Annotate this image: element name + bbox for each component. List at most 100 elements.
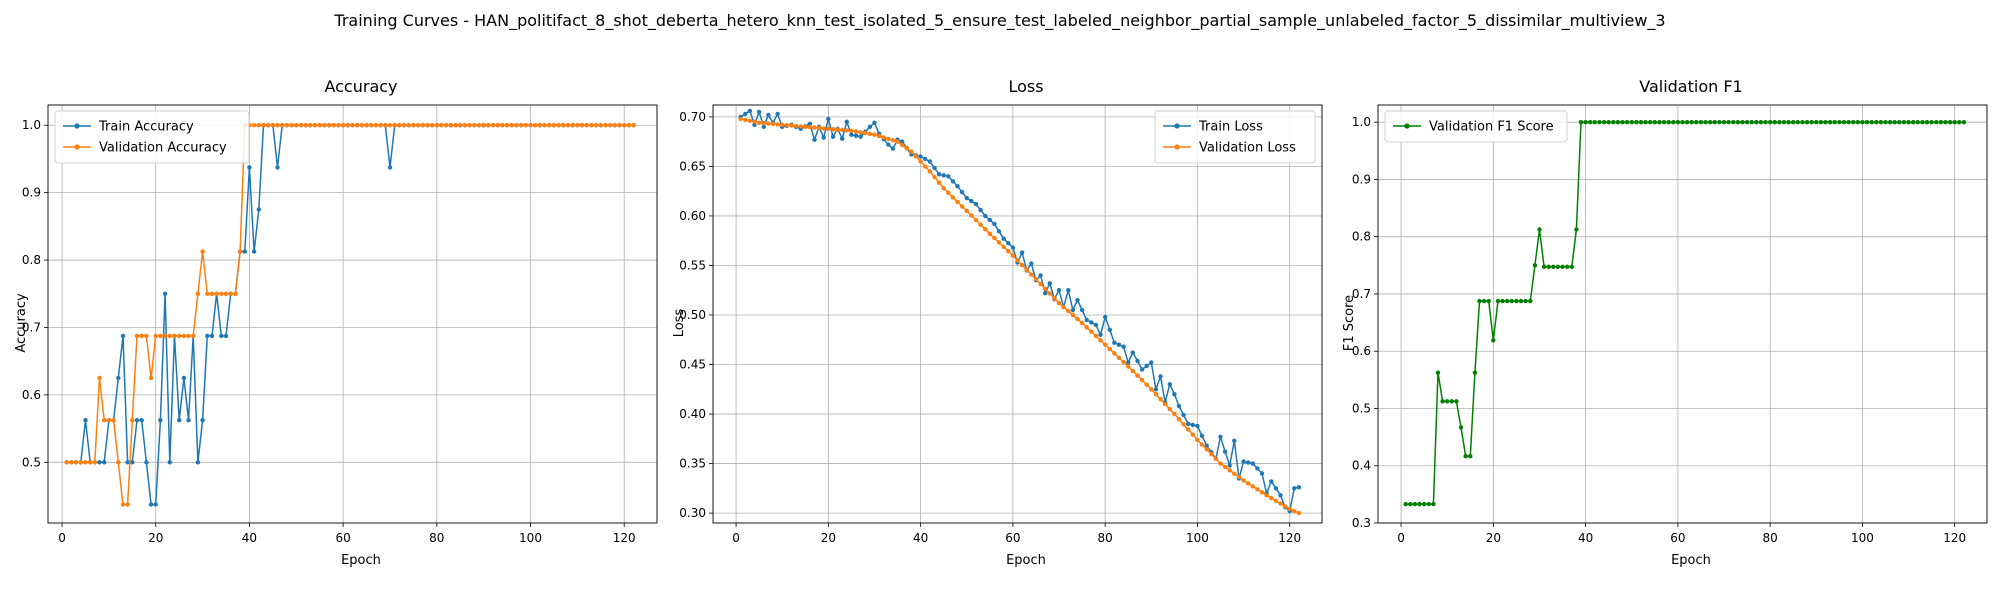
accuracy-series-point-1	[191, 333, 196, 339]
loss-series-point-1	[1075, 316, 1080, 322]
accuracy-series-point-1	[130, 418, 135, 423]
f1-series-point-0	[1754, 120, 1759, 125]
accuracy-series-point-1	[570, 123, 575, 128]
f1-series-point-0	[1961, 120, 1967, 125]
f1-series-point-0	[1435, 370, 1441, 375]
loss-series-point-1	[959, 204, 965, 209]
f1-series-point-0	[1823, 120, 1828, 125]
loss-series-point-1	[983, 227, 988, 232]
loss-series-point-0	[987, 217, 992, 223]
loss-series-point-0	[1130, 350, 1136, 355]
loss-series-point-0	[1107, 327, 1113, 332]
f1-series-point-0	[1698, 120, 1704, 125]
f1-series-point-0	[1694, 120, 1699, 125]
loss-series-point-0	[890, 146, 896, 151]
f1-series-point-0	[1869, 120, 1874, 125]
f1-series-point-0	[1454, 399, 1459, 404]
loss-series-point-1	[955, 199, 960, 205]
accuracy-series-point-1	[317, 123, 322, 128]
loss-series-point-1	[932, 174, 937, 180]
loss-series-point-1	[1130, 368, 1136, 374]
accuracy-series-point-1	[533, 123, 538, 128]
f1-series-point-0	[1781, 120, 1787, 125]
loss-series-point-1	[1126, 364, 1131, 369]
loss-series-point-1	[1209, 451, 1214, 457]
accuracy-series-point-1	[561, 123, 566, 128]
f1-series-point-0	[1777, 120, 1782, 125]
loss-series-point-1	[1204, 447, 1209, 452]
loss-series-point-1	[1135, 373, 1140, 378]
loss-series-point-1	[876, 133, 882, 139]
loss-series-point-1	[969, 213, 974, 218]
accuracy-series-point-1	[270, 123, 276, 128]
f1-series-point-0	[1624, 120, 1630, 125]
loss-series-point-1	[941, 186, 946, 191]
loss-series-point-1	[872, 132, 877, 137]
f1-series-point-0	[1601, 120, 1607, 125]
f1-chart: Validation F1 Epoch F1 Score 0 20 40 60 80 10…	[1342, 77, 1988, 568]
loss-ytick-label: 0.70	[679, 110, 706, 124]
accuracy-series-point-1	[373, 123, 379, 128]
loss-series-point-0	[1070, 307, 1076, 313]
f1-series-point-0	[1786, 120, 1791, 125]
loss-series-point-1	[1098, 338, 1103, 343]
f1-series-point-0	[1878, 120, 1884, 125]
f1-series-point-0	[1897, 120, 1902, 125]
accuracy-series-point-1	[266, 123, 271, 128]
f1-series-point-0	[1408, 501, 1413, 507]
accuracy-series-point-1	[284, 123, 290, 128]
loss-series-point-1	[1153, 392, 1159, 397]
loss-series-point-1	[1079, 320, 1085, 326]
f1-series-point-0	[1477, 298, 1482, 304]
f1-series-point-0	[1449, 399, 1455, 404]
f1-series-point-0	[1555, 264, 1561, 269]
accuracy-series-point-1	[298, 123, 304, 128]
f1-series-point-0	[1509, 298, 1515, 304]
f1-series-point-0	[1763, 120, 1768, 125]
accuracy-legend-marker-0	[74, 123, 80, 129]
loss-series-point-0	[1098, 332, 1103, 337]
f1-series-point-0	[1800, 120, 1805, 125]
f1-series-point-0	[1546, 264, 1551, 269]
accuracy-chart: Accuracy Epoch Accuracy 0 20 40 60 80 100 1200…	[14, 77, 658, 568]
loss-xtick-label: 0	[732, 531, 740, 545]
f1-series-point-0	[1740, 120, 1745, 125]
loss-series-point-1	[1162, 401, 1168, 407]
f1-series-point-0	[1468, 454, 1473, 459]
f1-series-point-0	[1827, 120, 1833, 125]
accuracy-series-point-1	[172, 333, 177, 339]
loss-series-line-0	[740, 110, 1300, 512]
accuracy-series-point-1	[537, 123, 543, 128]
f1-series-point-0	[1708, 120, 1713, 125]
f1-series-point-0	[1620, 120, 1625, 125]
loss-series-point-1	[1250, 484, 1256, 489]
f1-series-point-0	[1952, 120, 1957, 125]
loss-series-point-1	[946, 190, 951, 195]
f1-series-point-0	[1491, 338, 1496, 343]
accuracy-series-point-0	[144, 460, 149, 465]
f1-xtick-label: 60	[1670, 531, 1685, 545]
loss-series-point-1	[1296, 510, 1302, 516]
accuracy-legend-marker-1	[74, 144, 80, 150]
loss-xtick-label: 40	[913, 531, 928, 545]
accuracy-series-point-1	[106, 418, 112, 423]
f1-series-point-0	[1731, 120, 1736, 125]
f1-series-point-0	[1588, 120, 1593, 125]
loss-series-point-1	[1186, 427, 1191, 432]
loss-series-point-1	[1190, 432, 1196, 437]
f1-series-point-0	[1934, 120, 1939, 125]
accuracy-series-point-1	[453, 123, 458, 128]
loss-series-point-1	[1255, 487, 1260, 492]
accuracy-series-point-1	[345, 123, 350, 128]
loss-legend-label-1: Validation Loss	[1199, 141, 1296, 156]
accuracy-ytick-label: 0.9	[22, 186, 41, 200]
f1-ytick-label: 0.8	[1352, 230, 1371, 244]
f1-axes-frame	[1377, 104, 1988, 524]
loss-series-point-0	[1029, 261, 1034, 266]
loss-series-point-0	[766, 112, 771, 118]
loss-series-point-1	[1292, 508, 1297, 514]
loss-series-point-0	[1139, 367, 1145, 372]
loss-series-point-0	[1135, 358, 1140, 364]
loss-series-point-1	[766, 121, 771, 126]
